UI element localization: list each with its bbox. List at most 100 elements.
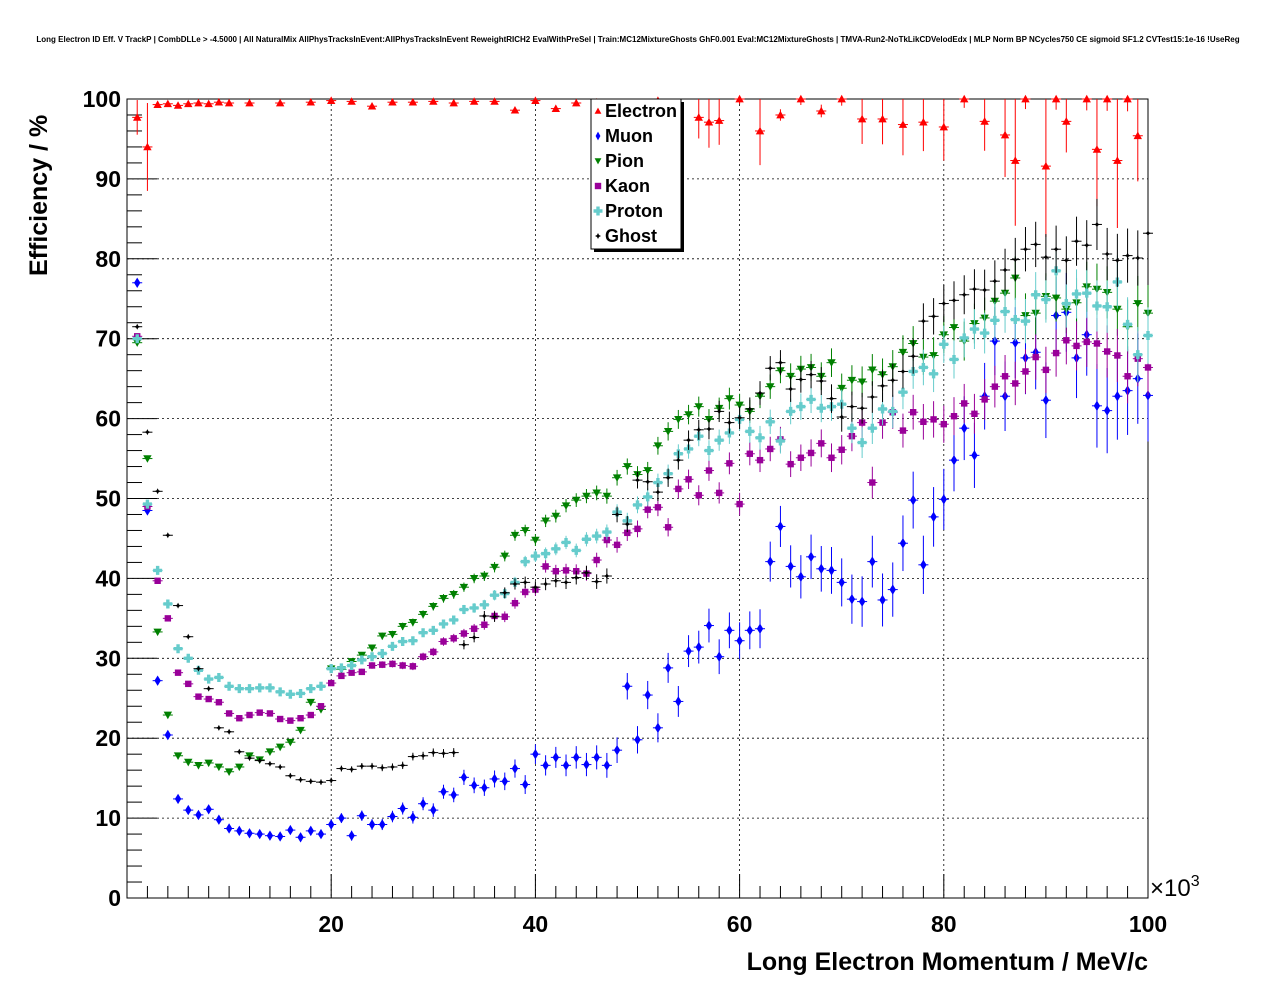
marker <box>929 369 939 379</box>
marker <box>592 531 602 541</box>
data-point <box>448 787 459 803</box>
data-point <box>305 684 316 694</box>
marker <box>296 726 305 735</box>
marker <box>990 315 1000 325</box>
marker <box>664 662 672 674</box>
data-point <box>438 619 449 629</box>
data-point <box>836 94 847 106</box>
marker <box>777 359 784 366</box>
marker <box>307 778 314 785</box>
data-point <box>285 738 296 747</box>
marker <box>1073 238 1080 245</box>
marker <box>675 696 682 707</box>
data-point <box>1010 361 1021 406</box>
marker <box>726 460 733 467</box>
data-point <box>448 615 459 625</box>
marker <box>1092 301 1102 311</box>
marker <box>459 605 469 615</box>
marker <box>633 500 642 510</box>
data-point <box>479 779 490 796</box>
marker <box>1052 349 1060 357</box>
data-point <box>703 440 714 461</box>
marker <box>663 428 673 436</box>
data-point <box>203 804 214 815</box>
data-point <box>142 102 153 191</box>
marker <box>675 485 682 493</box>
data-point <box>795 94 806 106</box>
data-point <box>908 338 919 374</box>
marker <box>521 588 529 596</box>
data-point <box>224 768 235 776</box>
data-point <box>979 269 990 311</box>
data-point <box>816 104 827 118</box>
marker <box>336 663 346 673</box>
marker <box>369 763 376 770</box>
marker <box>164 615 172 622</box>
data-point <box>520 555 531 568</box>
marker <box>275 743 285 752</box>
data-point <box>377 764 388 772</box>
data-point <box>846 574 857 624</box>
marker <box>429 603 438 611</box>
data-point <box>897 413 908 448</box>
marker <box>726 625 733 636</box>
data-point <box>938 325 949 363</box>
data-point <box>540 755 551 776</box>
data-point <box>132 323 143 330</box>
marker <box>1144 364 1152 371</box>
marker <box>347 97 356 105</box>
data-point <box>244 755 255 762</box>
marker <box>154 675 161 686</box>
data-point <box>1061 279 1072 328</box>
data-point <box>254 757 265 764</box>
marker <box>1114 352 1121 359</box>
data-point <box>908 471 919 529</box>
data-point <box>1132 99 1143 182</box>
marker <box>665 474 672 481</box>
marker <box>490 590 500 600</box>
marker <box>940 494 947 505</box>
marker <box>204 674 214 684</box>
data-point <box>550 104 561 112</box>
marker <box>460 630 468 637</box>
marker <box>449 615 459 625</box>
marker <box>1022 368 1029 375</box>
data-point <box>795 555 806 599</box>
data-point <box>918 99 929 152</box>
legend-label: Electron <box>605 101 677 121</box>
data-point <box>1102 367 1113 454</box>
data-point <box>193 665 204 672</box>
marker <box>755 126 765 135</box>
marker <box>1103 348 1111 355</box>
marker <box>378 632 387 641</box>
marker <box>265 748 275 756</box>
data-point <box>438 749 449 758</box>
data-point <box>908 394 919 430</box>
marker <box>275 687 285 697</box>
marker <box>205 685 212 692</box>
marker <box>471 634 478 641</box>
marker <box>387 641 397 651</box>
marker <box>185 633 192 640</box>
marker <box>961 422 968 434</box>
marker <box>624 529 631 537</box>
data-point <box>652 498 663 517</box>
marker <box>338 812 345 824</box>
marker <box>399 662 406 669</box>
marker <box>297 776 304 783</box>
marker <box>981 396 988 403</box>
marker <box>532 748 539 760</box>
y-tick-label: 100 <box>83 86 121 112</box>
y-axis-label: Efficiency / % <box>25 115 53 276</box>
data-point <box>826 443 837 473</box>
data-point <box>1102 280 1113 333</box>
marker <box>440 638 447 645</box>
marker <box>214 763 224 772</box>
marker <box>501 776 508 787</box>
marker <box>818 563 825 575</box>
data-point <box>826 546 837 594</box>
marker <box>736 635 743 646</box>
marker <box>144 429 151 436</box>
marker <box>1113 156 1122 164</box>
